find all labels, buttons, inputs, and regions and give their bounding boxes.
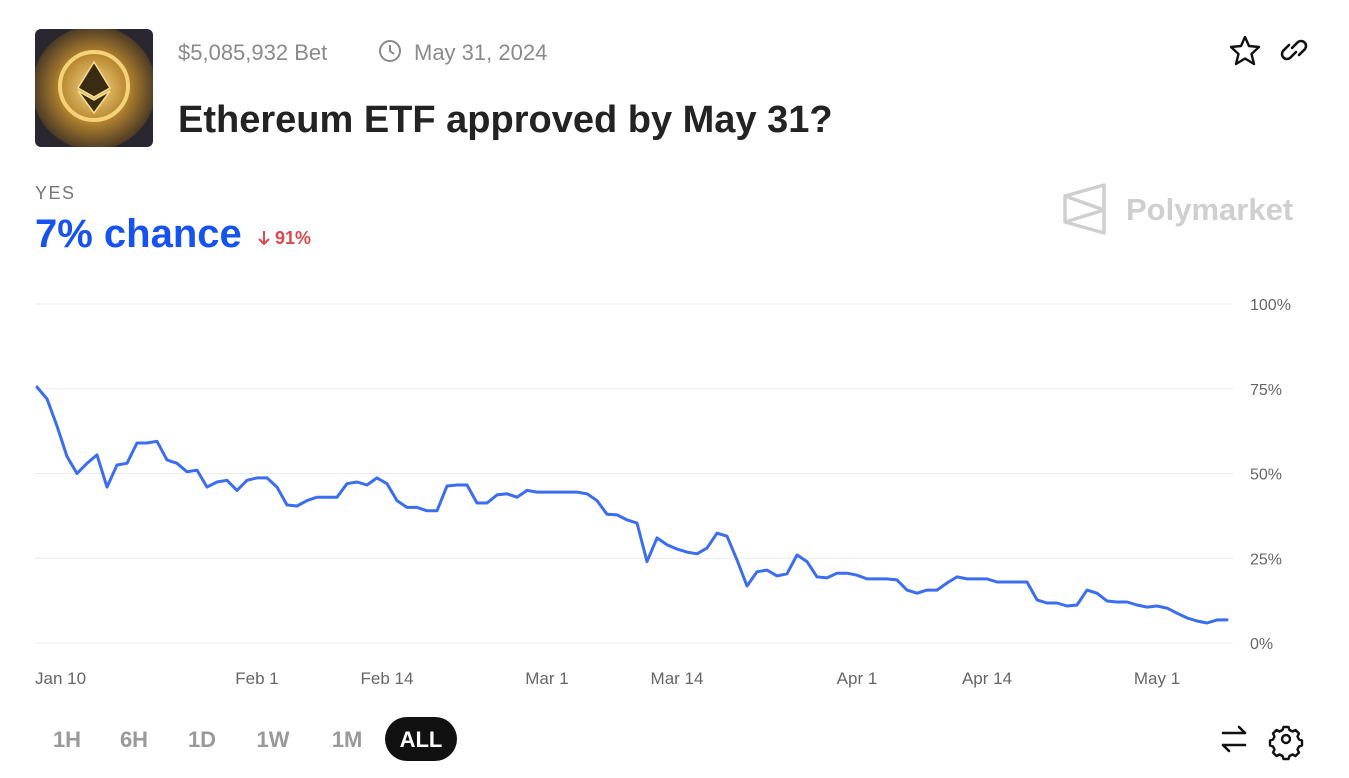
range-button[interactable]: 1D [188,727,216,752]
time-range-controls: 1H 6H 1D 1W 1M ALL [53,717,457,761]
market-title: Ethereum ETF approved by May 31? [178,99,833,141]
down-arrow-icon [258,231,270,246]
chance: 7% chance [35,212,242,256]
end-date: May 31, 2024 [414,40,547,65]
brand-name: Polymarket [1126,192,1293,227]
bookmark-button[interactable] [1229,35,1261,66]
price-chart: 0% 25% 50% 75% 100% Jan 10 Feb 1 Feb 14 Mar 1 Mar… [35,297,1291,688]
x-tick-label: Mar 14 [651,669,704,688]
volume: $5,085,932 Bet [178,40,327,65]
range-button[interactable]: 1W [257,727,290,752]
x-tick-label: Mar 1 [525,669,568,688]
x-tick-label: Feb 14 [361,669,414,688]
swap-outcome-button[interactable] [1221,725,1247,753]
y-tick-label: 75% [1250,382,1282,399]
y-tick-label: 50% [1250,467,1282,484]
brand-logo [1063,183,1106,235]
clock-icon [379,40,401,62]
y-tick-label: 25% [1250,551,1282,568]
range-button[interactable]: 1M [332,727,363,752]
range-button[interactable]: 6H [120,727,148,752]
price-line [35,385,1229,625]
range-pill[interactable] [385,717,457,761]
x-tick-label: Apr 1 [837,669,878,688]
x-tick-label: Feb 1 [235,669,278,688]
copy-link-button[interactable] [1280,39,1308,61]
outcome-label: YES [35,183,76,203]
range-button[interactable]: 1H [53,727,81,752]
market-thumbnail [35,29,153,147]
x-tick-label: Apr 14 [962,669,1012,688]
x-tick-label: Jan 10 [35,669,86,688]
settings-button[interactable] [1268,725,1304,761]
range-button[interactable]: ALL [400,727,443,752]
change: 91% [275,228,311,248]
x-tick-label: May 1 [1134,669,1180,688]
y-tick-label: 100% [1250,297,1291,314]
y-tick-label: 0% [1250,636,1273,653]
